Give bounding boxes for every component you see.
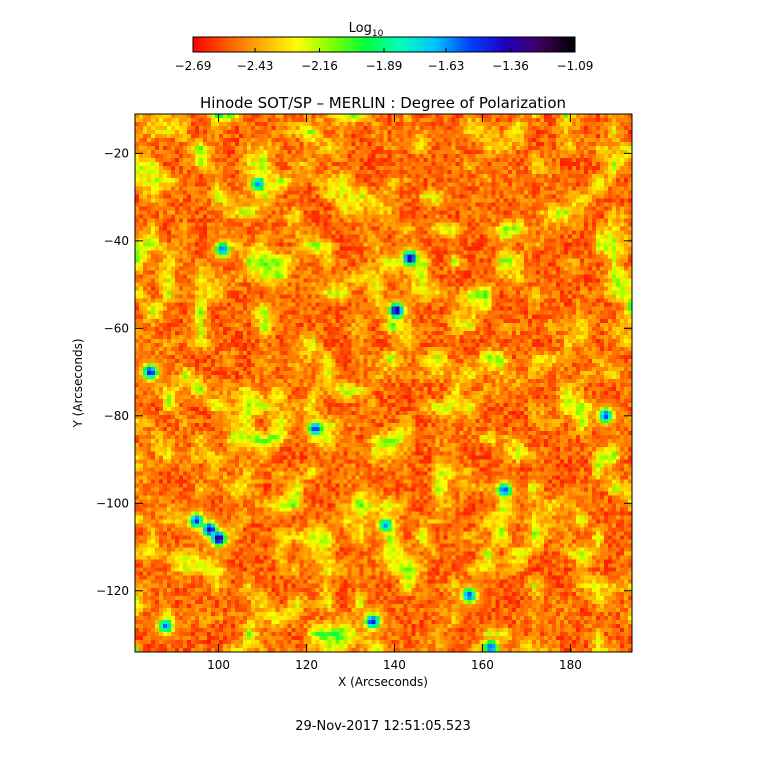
y-tick-label: −120 — [96, 584, 129, 598]
y-axis-label: Y (Arcseconds) — [71, 338, 85, 428]
y-tick-label: −20 — [104, 146, 129, 160]
x-axis-label: X (Arcseconds) — [338, 675, 428, 689]
plot-frame — [134, 113, 633, 653]
y-tick-label: −40 — [104, 234, 129, 248]
x-tick-label: 100 — [207, 658, 230, 672]
colorbar-tick-label: −1.63 — [428, 59, 465, 73]
y-tick-label: −80 — [104, 409, 129, 423]
colorbar-label: Log10 — [349, 21, 384, 39]
colorbar-tick-label: −2.43 — [237, 59, 274, 73]
y-tick-label: −100 — [96, 496, 129, 510]
colorbar-tick-label: −1.09 — [557, 59, 594, 73]
y-tick-label: −60 — [104, 321, 129, 335]
colorbar-tick-label: −1.36 — [492, 59, 529, 73]
x-tick-label: 140 — [383, 658, 406, 672]
x-tick-label: 180 — [559, 658, 582, 672]
colorbar-gradient — [193, 37, 575, 52]
colorbar: Log10 −2.69 −2.43 −2.16 −1.89 −1.63 −1.36 −1.0… — [175, 21, 594, 73]
colorbar-tick-label: −2.16 — [301, 59, 338, 73]
colorbar-tick-label: −2.69 — [175, 59, 212, 73]
x-tick-label: 160 — [471, 658, 494, 672]
colorbar-tick-label: −1.89 — [366, 59, 403, 73]
x-tick-label: 120 — [295, 658, 318, 672]
chart-title: Hinode SOT/SP – MERLIN : Degree of Polar… — [200, 94, 566, 112]
heatmap-image — [135, 114, 632, 652]
plot-area: 100 120 140 160 180 −20 −40 −60 −80 −100 −120 — [96, 113, 633, 672]
timestamp: 29-Nov-2017 12:51:05.523 — [295, 719, 471, 734]
